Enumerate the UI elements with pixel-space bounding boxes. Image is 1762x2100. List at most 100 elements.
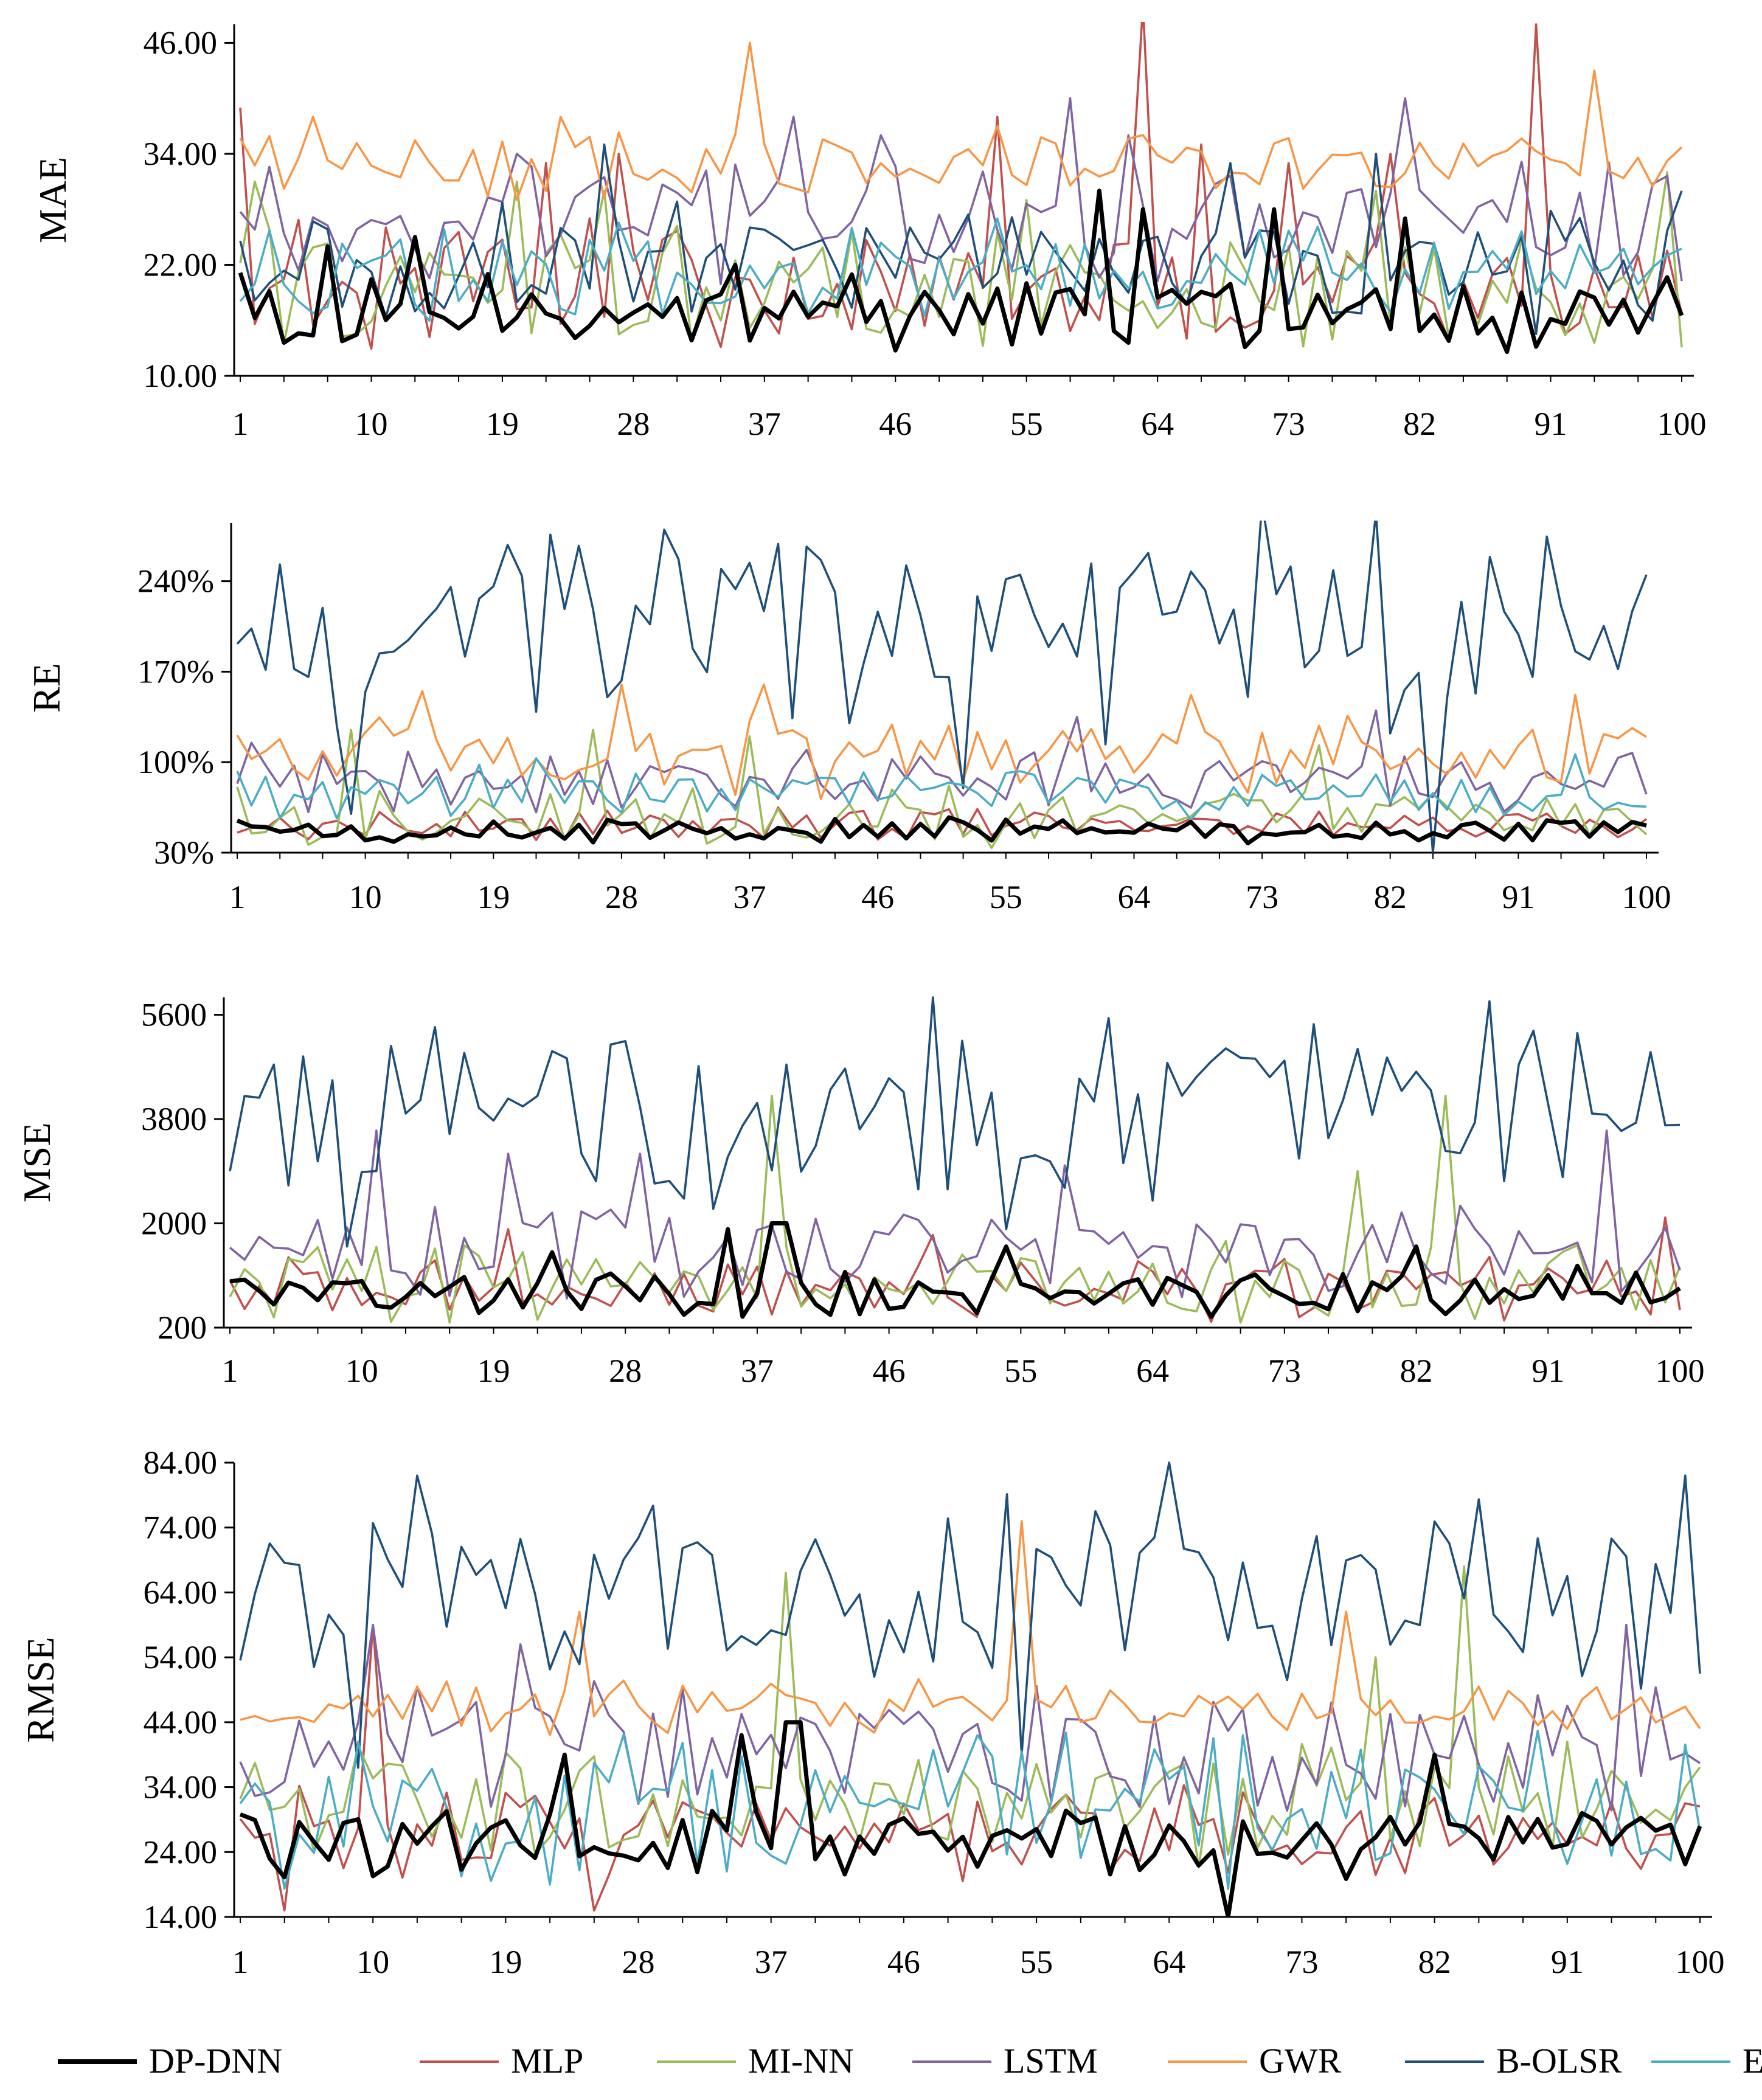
panel-mae: 10.00 22.00 34.00 46.00 1 10 19 28 37 46 55 64 73 82 9… [31, 22, 1707, 442]
re-x-tick-label: 64 [1117, 879, 1150, 915]
rmse-x-tick-label: 46 [887, 1944, 920, 1980]
mse-axis-title: MSE [15, 1123, 58, 1203]
mae-x-tick-label: 46 [879, 406, 912, 442]
legend: DP-DNN MLP MI-NN LSTM GWR B-OLSR EN [58, 2041, 1762, 2081]
mse-x-tick-label: 73 [1268, 1353, 1301, 1389]
re-x-tick-label: 46 [861, 879, 894, 915]
mae-x-tick-label: 1 [232, 406, 249, 442]
rmse-series-b-olsr [239, 1461, 1701, 1769]
re-x-tick-label: 19 [477, 879, 510, 915]
mae-x-tick-label: 37 [748, 406, 781, 442]
re-x-tick-label: 28 [605, 879, 638, 915]
mse-series-dp-dnn [229, 1221, 1681, 1319]
rmse-y-tick-label: 34.00 [144, 1769, 218, 1806]
legend-label-lstm: LSTM [1004, 2041, 1098, 2081]
rmse-x-tick-label: 64 [1153, 1944, 1185, 1980]
re-x-tick-label: 55 [990, 879, 1022, 915]
rmse-x-tick-label: 10 [356, 1944, 389, 1980]
re-x-tick-label: 73 [1246, 879, 1278, 915]
panel-rmse: 14.00 24.00 34.00 44.00 54.00 64.00 74.00 84.00… [19, 1444, 1725, 1980]
rmse-x-tick-label: 37 [755, 1944, 788, 1980]
re-y-tick-label: 170% [137, 653, 214, 690]
rmse-y-tick-label: 54.00 [144, 1639, 218, 1675]
mse-y-tick-label: 2000 [141, 1205, 207, 1242]
mae-x-tick-label: 73 [1272, 406, 1305, 442]
rmse-y-tick-label: 44.00 [144, 1704, 218, 1741]
mse-x-tick-label: 91 [1531, 1353, 1564, 1389]
rmse-series-group [239, 1461, 1702, 1917]
legend-label-dp-dnn: DP-DNN [149, 2041, 282, 2081]
rmse-x-tick-label: 55 [1020, 1944, 1053, 1980]
re-y-tick-label: 100% [137, 744, 214, 780]
mse-y-tick-label: 5600 [141, 997, 207, 1033]
mae-y-tick-label: 34.00 [144, 136, 218, 172]
mae-series-group [238, 22, 1684, 354]
re-x-tick-label: 91 [1502, 879, 1535, 915]
mse-x-tick-label: 10 [345, 1353, 378, 1389]
re-x-tick-label: 1 [229, 879, 246, 915]
legend-label-mlp: MLP [511, 2041, 583, 2081]
re-series-dp-dnn [236, 815, 1647, 845]
rmse-x-tick-label: 73 [1285, 1944, 1318, 1980]
panel-mse: 200 2000 3800 5600 1 10 19 28 37 46 55 64 73 82 91 100 M… [15, 996, 1705, 1389]
rmse-series-mi-nn [239, 1565, 1701, 1869]
mae-x-tick-label: 28 [617, 406, 650, 442]
rmse-y-tick-label: 24.00 [144, 1834, 218, 1870]
rmse-series-lstm [239, 1624, 1701, 1812]
mae-x-tick-label: 91 [1535, 406, 1567, 442]
rmse-x-tick-label: 1 [232, 1944, 249, 1980]
rmse-x-tick-label: 19 [489, 1944, 522, 1980]
mse-x-tick-label: 82 [1400, 1353, 1433, 1389]
mae-series-mlp [239, 22, 1683, 350]
legend-label-gwr: GWR [1259, 2041, 1342, 2081]
legend-label-b-olsr: B-OLSR [1496, 2041, 1622, 2081]
re-series-mi-nn [236, 729, 1648, 849]
re-series-b-olsr [236, 521, 1648, 853]
rmse-y-tick-label: 84.00 [144, 1444, 218, 1481]
mse-series-lstm [229, 1129, 1681, 1300]
re-series-lstm [236, 709, 1648, 814]
rmse-axis-title: RMSE [19, 1637, 62, 1742]
rmse-y-tick-label: 64.00 [144, 1574, 218, 1610]
re-y-tick-label: 30% [154, 834, 214, 871]
re-axis-title: RE [25, 663, 68, 713]
mae-y-tick-label: 10.00 [144, 358, 218, 394]
mae-y-tick-label: 46.00 [144, 24, 218, 61]
rmse-x-tick-label: 100 [1676, 1944, 1725, 1980]
panel-re: 30% 100% 170% 240% 1 10 19 28 37 46 55 64 73 82 91 100 R… [25, 521, 1671, 915]
rmse-series-mlp [239, 1624, 1701, 1912]
rmse-x-tick-label: 91 [1551, 1944, 1584, 1980]
re-x-tick-label: 82 [1374, 879, 1407, 915]
mae-x-tick-label: 55 [1010, 406, 1043, 442]
legend-label-mi-nn: MI-NN [748, 2041, 854, 2081]
rmse-x-tick-label: 28 [622, 1944, 655, 1980]
mae-series-b-olsr [239, 143, 1683, 336]
mse-x-tick-label: 19 [477, 1353, 510, 1389]
legend-label-en: EN [1743, 2041, 1762, 2081]
mse-x-tick-label: 1 [222, 1353, 238, 1389]
mse-series-mlp [229, 1216, 1681, 1323]
mae-series-lstm [239, 97, 1683, 285]
mae-x-tick-label: 10 [355, 406, 387, 442]
mae-y-tick-label: 22.00 [144, 246, 218, 283]
mae-x-tick-label: 64 [1141, 406, 1174, 442]
re-x-tick-label: 37 [734, 879, 766, 915]
mse-x-tick-label: 64 [1136, 1353, 1169, 1389]
rmse-x-tick-label: 82 [1418, 1944, 1451, 1980]
rmse-y-tick-label: 74.00 [144, 1509, 218, 1546]
mae-series-mi-nn [239, 171, 1683, 348]
mae-x-tick-label: 19 [486, 406, 519, 442]
mse-x-tick-label: 46 [873, 1353, 906, 1389]
mse-x-tick-label: 28 [609, 1353, 642, 1389]
rmse-y-tick-label: 14.00 [144, 1899, 218, 1935]
mse-y-tick-label: 200 [158, 1309, 207, 1346]
mse-x-tick-label: 55 [1004, 1353, 1037, 1389]
mse-series-group [229, 996, 1681, 1324]
mae-series-gwr [239, 41, 1683, 201]
re-series-gwr [236, 683, 1647, 800]
mae-x-tick-label: 82 [1403, 406, 1436, 442]
mae-series-dp-dnn [238, 189, 1684, 354]
mse-x-tick-label: 37 [741, 1353, 774, 1389]
panels: 10.00 22.00 34.00 46.00 1 10 19 28 37 46 55 64 73 82 9… [15, 22, 1725, 1980]
